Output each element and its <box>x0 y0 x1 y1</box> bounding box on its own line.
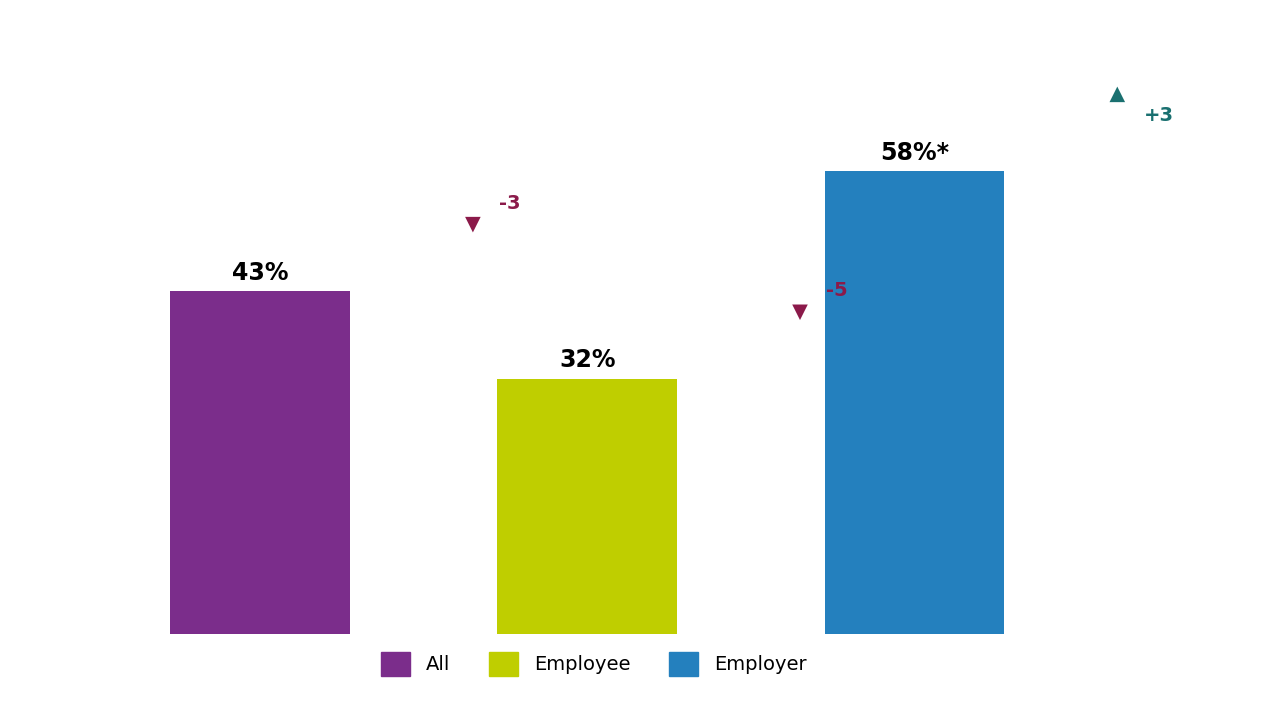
Legend: All, Employee, Employer: All, Employee, Employer <box>374 644 814 683</box>
Text: 43%: 43% <box>232 261 288 284</box>
Text: -5: -5 <box>826 282 847 300</box>
Text: +3: +3 <box>1143 106 1174 125</box>
Bar <box>824 171 1005 634</box>
Bar <box>170 291 351 634</box>
Bar <box>498 379 677 634</box>
Text: 58%*: 58%* <box>879 141 948 165</box>
Text: -3: -3 <box>499 194 521 213</box>
Text: 32%: 32% <box>559 348 616 372</box>
